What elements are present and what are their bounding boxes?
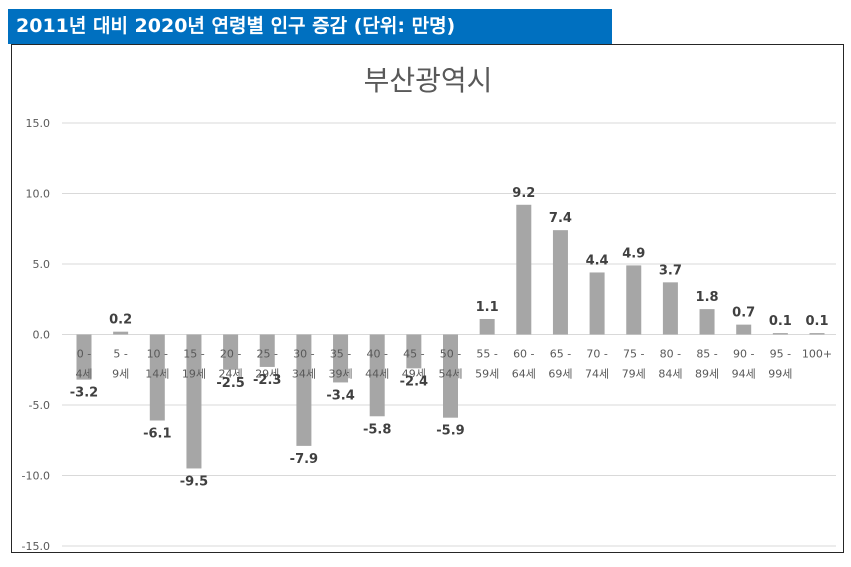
x-tick-label: 34세 — [292, 368, 316, 381]
bar — [149, 334, 165, 421]
bar — [736, 324, 752, 335]
bar — [296, 334, 312, 446]
bar — [186, 334, 202, 469]
data-label: -6.1 — [143, 427, 171, 442]
bar — [369, 334, 385, 417]
data-label: 0.7 — [732, 306, 755, 321]
x-tick-label: 85 - — [696, 348, 717, 361]
data-label: -5.8 — [363, 422, 391, 437]
y-tick-label: 0.0 — [33, 329, 51, 342]
y-tick-label: 5.0 — [33, 258, 51, 271]
x-tick-label: 15 - — [183, 348, 204, 361]
data-label: -2.3 — [253, 373, 281, 388]
data-label: 4.4 — [586, 253, 609, 268]
bars — [76, 204, 825, 469]
bar — [516, 204, 532, 335]
x-tick-label: 0 - — [77, 348, 91, 361]
x-tick-label: 14세 — [145, 368, 169, 381]
x-tick-label: 94세 — [732, 368, 756, 381]
data-label: -2.4 — [400, 374, 428, 389]
x-tick-label: 70 - — [586, 348, 607, 361]
x-tick-label: 44세 — [365, 368, 389, 381]
x-tick-label: 99세 — [768, 368, 792, 381]
x-tick-label: 59세 — [475, 368, 499, 381]
data-label: 4.9 — [622, 246, 645, 261]
bar — [662, 282, 678, 335]
bar — [626, 265, 642, 335]
bar — [76, 334, 92, 380]
x-tick-label: 80 - — [660, 348, 681, 361]
bar — [699, 309, 715, 335]
data-label: 0.1 — [769, 314, 792, 329]
x-tick-label: 19세 — [182, 368, 206, 381]
x-axis-category-labels: 0 - 4세 5 - 9세 10 - 14세 15 - 19세 20 - 24세 25 - 29세 30… — [75, 348, 832, 381]
bar — [259, 334, 275, 367]
x-tick-label: 4세 — [75, 368, 92, 381]
bar — [406, 334, 422, 369]
x-tick-label: 9세 — [112, 368, 129, 381]
data-label: -9.5 — [180, 474, 208, 489]
x-tick-label: 25 - — [257, 348, 278, 361]
x-tick-label: 90 - — [733, 348, 754, 361]
bar — [113, 331, 129, 335]
x-tick-label: 95 - — [770, 348, 791, 361]
data-label: -7.9 — [290, 452, 318, 467]
bar — [333, 334, 349, 383]
x-tick-label: 10 - — [147, 348, 168, 361]
x-tick-label: 54세 — [438, 368, 462, 381]
chart-title: 부산광역시 — [364, 64, 493, 97]
x-tick-label: 39세 — [328, 368, 352, 381]
y-tick-label: -10.0 — [22, 470, 50, 483]
data-labels: -3.2 0.2 -6.1 -9.5 -2.5 -2.3 -7.9 -3.4 -5.8 -2.4 -… — [70, 186, 829, 490]
bar — [589, 272, 605, 335]
data-label: -3.2 — [70, 386, 98, 401]
bar — [443, 334, 458, 418]
data-label: -2.5 — [216, 376, 244, 391]
data-label: 9.2 — [512, 186, 535, 201]
bar — [223, 334, 239, 370]
y-axis-ticks: 15.0 10.0 5.0 0.0 -5.0 -10.0 -15.0 — [22, 117, 50, 553]
x-tick-label: 69세 — [548, 368, 572, 381]
x-tick-label: 45 - — [403, 348, 424, 361]
x-tick-label: 79세 — [622, 368, 646, 381]
y-tick-label: -5.0 — [29, 399, 50, 412]
bar — [772, 333, 788, 335]
x-tick-label: 89세 — [695, 368, 719, 381]
x-tick-label: 64세 — [512, 368, 536, 381]
x-tick-label: 29세 — [255, 368, 279, 381]
data-label: 0.1 — [805, 314, 828, 329]
x-tick-label: 20 - — [220, 348, 241, 361]
y-tick-label: 15.0 — [26, 117, 51, 130]
x-tick-label: 84세 — [658, 368, 682, 381]
data-label: 1.8 — [696, 290, 719, 305]
chart-header-title: 2011년 대비 2020년 연령별 인구 증감 (단위: 만명) — [8, 9, 612, 44]
x-tick-label: 75 - — [623, 348, 644, 361]
x-tick-label: 100+ — [802, 348, 832, 361]
x-tick-label: 5 - — [113, 348, 127, 361]
x-tick-label: 74세 — [585, 368, 609, 381]
data-label: -5.9 — [436, 424, 464, 439]
bar — [809, 333, 825, 335]
data-label: 3.7 — [659, 263, 682, 278]
x-tick-label: 60 - — [513, 348, 534, 361]
x-tick-label: 50 - — [440, 348, 461, 361]
y-tick-label: 10.0 — [26, 188, 51, 201]
x-tick-label: 24세 — [219, 368, 243, 381]
x-tick-label: 65 - — [550, 348, 571, 361]
x-tick-label: 55 - — [476, 348, 497, 361]
data-label: 7.4 — [549, 211, 572, 226]
y-tick-label: -15.0 — [22, 540, 50, 553]
x-tick-label: 30 - — [293, 348, 314, 361]
data-label: 1.1 — [476, 300, 499, 315]
x-tick-label: 35 - — [330, 348, 351, 361]
x-tick-label: 49세 — [402, 368, 426, 381]
data-label: -3.4 — [326, 388, 354, 403]
bar — [552, 230, 568, 335]
chart-area — [11, 44, 844, 553]
data-label: 0.2 — [109, 313, 132, 328]
bar — [479, 318, 495, 335]
x-tick-label: 40 - — [366, 348, 387, 361]
